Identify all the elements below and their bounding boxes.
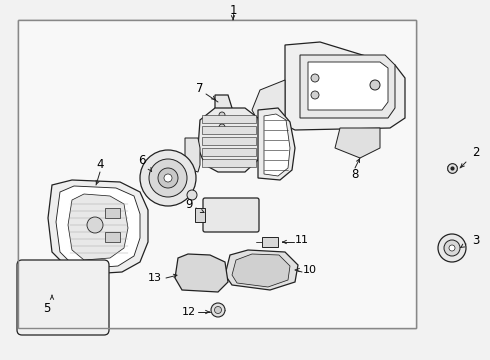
Text: 8: 8: [351, 168, 359, 181]
Text: 1: 1: [229, 4, 237, 17]
Text: 10: 10: [303, 265, 317, 275]
FancyBboxPatch shape: [17, 260, 109, 335]
Circle shape: [158, 168, 178, 188]
Polygon shape: [225, 250, 298, 290]
Circle shape: [211, 303, 225, 317]
Text: 9: 9: [186, 198, 193, 211]
Polygon shape: [202, 126, 256, 134]
Polygon shape: [264, 114, 290, 176]
Polygon shape: [202, 115, 256, 123]
Text: 6: 6: [138, 153, 146, 166]
Text: 5: 5: [43, 302, 50, 315]
Circle shape: [311, 91, 319, 99]
Polygon shape: [68, 194, 128, 260]
Circle shape: [149, 159, 187, 197]
Circle shape: [449, 245, 455, 251]
Bar: [18, 20, 416, 328]
Polygon shape: [308, 62, 388, 110]
Text: 3: 3: [472, 234, 479, 247]
Polygon shape: [335, 128, 380, 158]
Polygon shape: [252, 80, 285, 125]
Polygon shape: [232, 254, 290, 287]
Bar: [18, 20, 416, 328]
Polygon shape: [262, 237, 278, 247]
Text: 13: 13: [148, 273, 162, 283]
Polygon shape: [300, 55, 395, 118]
Circle shape: [370, 80, 380, 90]
Circle shape: [311, 74, 319, 82]
FancyBboxPatch shape: [203, 198, 259, 232]
Text: 4: 4: [96, 158, 104, 171]
Circle shape: [219, 112, 225, 118]
Text: 11: 11: [295, 235, 309, 245]
Circle shape: [219, 124, 225, 130]
Text: 7: 7: [196, 81, 204, 94]
Polygon shape: [175, 254, 228, 292]
Polygon shape: [202, 137, 256, 145]
Polygon shape: [195, 208, 205, 222]
Bar: [18, 20, 416, 328]
Polygon shape: [215, 95, 240, 145]
Polygon shape: [198, 108, 262, 172]
Text: 2: 2: [472, 145, 480, 158]
Polygon shape: [48, 180, 148, 274]
Polygon shape: [285, 42, 405, 130]
Polygon shape: [202, 148, 256, 156]
Circle shape: [164, 174, 172, 182]
Circle shape: [438, 234, 466, 262]
Circle shape: [187, 190, 197, 200]
Circle shape: [215, 306, 221, 314]
Polygon shape: [202, 159, 256, 167]
Text: 12: 12: [182, 307, 196, 317]
Polygon shape: [56, 186, 140, 268]
Circle shape: [140, 150, 196, 206]
Circle shape: [87, 217, 103, 233]
Polygon shape: [185, 138, 200, 172]
Polygon shape: [218, 140, 238, 165]
Circle shape: [444, 240, 460, 256]
Polygon shape: [105, 208, 120, 218]
Polygon shape: [105, 232, 120, 242]
Polygon shape: [258, 108, 295, 180]
